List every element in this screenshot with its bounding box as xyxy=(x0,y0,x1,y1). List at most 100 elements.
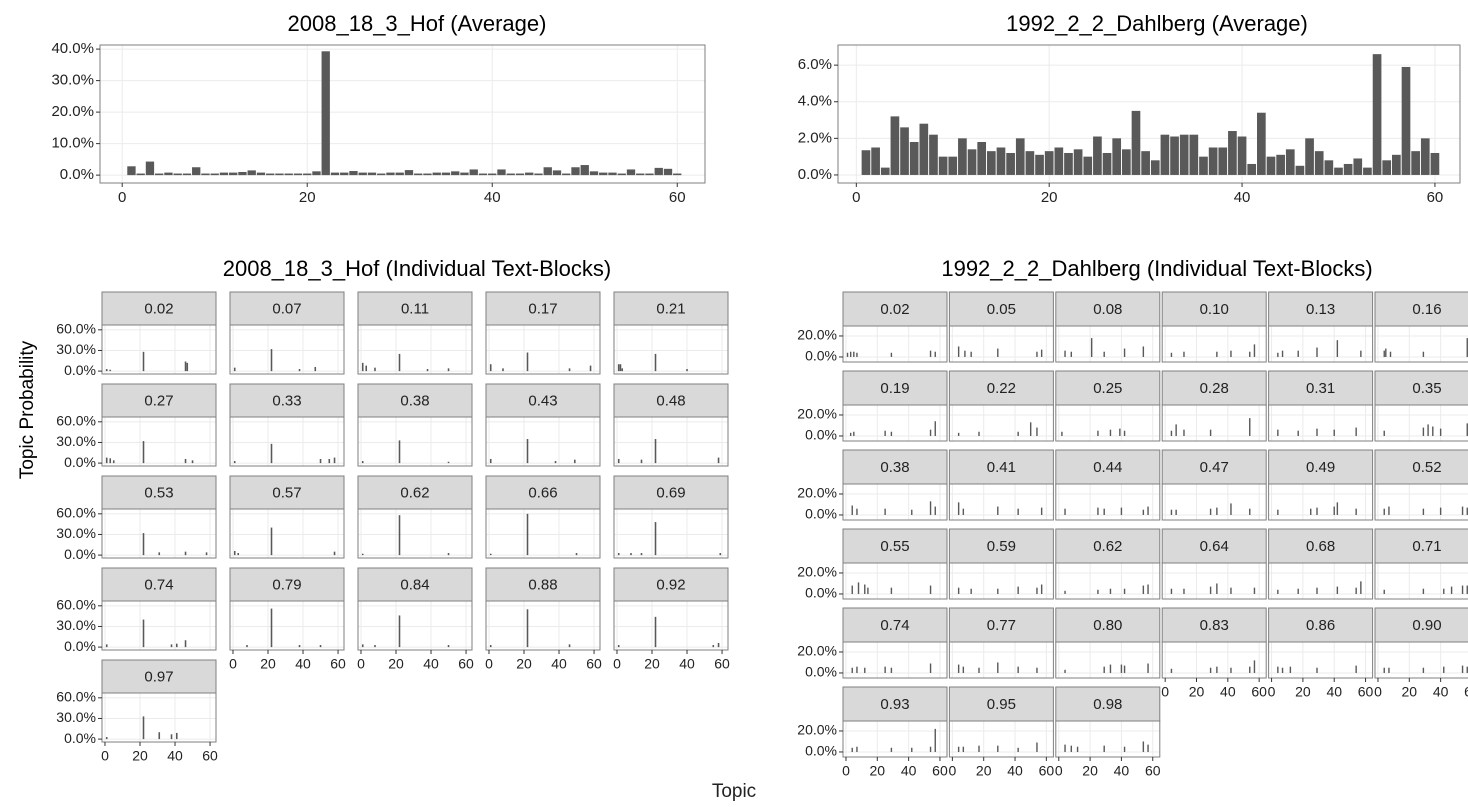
bar xyxy=(1083,156,1093,175)
plot-border xyxy=(1055,720,1161,758)
strip-label: 0.05 xyxy=(987,301,1016,318)
bar xyxy=(361,553,364,556)
bar xyxy=(1466,423,1468,436)
x-tick-label: 60 xyxy=(932,763,948,779)
bar xyxy=(1090,338,1093,357)
y-tick-label: 30.0% xyxy=(56,433,96,449)
strip xyxy=(842,686,948,722)
strip-label: 0.38 xyxy=(400,392,429,409)
bar xyxy=(1123,665,1126,673)
bar xyxy=(1123,348,1126,357)
strip-label: 0.44 xyxy=(1093,459,1122,476)
plot-background xyxy=(102,509,216,558)
y-tick-label: 4.0% xyxy=(798,93,832,110)
plot-background xyxy=(1162,405,1267,441)
x-tick-label: 40 xyxy=(679,656,695,672)
bar xyxy=(1316,428,1318,436)
bar xyxy=(1017,666,1019,673)
bar xyxy=(1388,506,1390,515)
bar xyxy=(1121,149,1131,175)
bar xyxy=(1029,422,1032,436)
bar xyxy=(962,666,965,673)
bar xyxy=(361,644,364,648)
y-tick-label: 30.0% xyxy=(56,341,96,357)
plot-border xyxy=(1055,562,1161,600)
bar xyxy=(1316,587,1318,594)
bar xyxy=(1064,152,1073,175)
bar xyxy=(1383,508,1385,515)
bar xyxy=(105,457,108,464)
x-tick-label: 20 xyxy=(1295,684,1311,700)
y-tick-label: 0.0% xyxy=(805,585,837,601)
strip-label: 0.97 xyxy=(144,668,173,685)
bar xyxy=(426,369,429,372)
plot-border xyxy=(842,562,948,600)
y-tick-label: 0.0% xyxy=(60,166,94,183)
bar xyxy=(1249,508,1251,515)
bar xyxy=(853,351,855,357)
y-tick-label: 0.0% xyxy=(64,362,96,378)
bar xyxy=(929,501,932,515)
bar xyxy=(270,527,273,556)
bar xyxy=(856,746,858,752)
strip xyxy=(101,475,217,510)
bar xyxy=(1253,587,1256,594)
bar xyxy=(626,169,636,176)
bar xyxy=(1411,151,1420,175)
strip xyxy=(842,291,948,327)
bar xyxy=(929,663,932,673)
bar xyxy=(867,587,869,594)
strip-label: 0.57 xyxy=(272,484,301,501)
bar xyxy=(1216,351,1218,357)
bar xyxy=(489,553,492,556)
strip-label: 0.79 xyxy=(272,576,301,593)
bar xyxy=(1209,429,1212,436)
bar xyxy=(488,173,497,176)
x-tick-label: 40 xyxy=(1234,189,1251,206)
bar xyxy=(856,666,858,673)
bar xyxy=(673,173,682,176)
bar xyxy=(374,367,376,372)
plot-border xyxy=(1055,325,1161,363)
bar xyxy=(219,172,229,176)
plot-border xyxy=(229,416,345,467)
plot-border xyxy=(948,562,1054,600)
strip-label: 0.16 xyxy=(1412,301,1441,318)
bar xyxy=(575,553,578,556)
strip xyxy=(229,383,345,418)
bar xyxy=(1355,587,1357,594)
y-tick-label: 20.0% xyxy=(797,406,837,422)
strip-label: 0.69 xyxy=(656,484,685,501)
bar xyxy=(957,664,960,673)
strip-label: 0.80 xyxy=(1093,617,1122,634)
strip xyxy=(842,528,948,564)
bar xyxy=(506,173,515,176)
bar xyxy=(911,747,913,752)
plot-border xyxy=(842,641,948,679)
bar xyxy=(851,585,853,594)
bar xyxy=(1461,506,1464,515)
strip xyxy=(101,567,217,602)
plot-border xyxy=(101,324,217,375)
bar xyxy=(1392,154,1401,175)
bar xyxy=(890,587,893,594)
bar xyxy=(1422,351,1425,357)
bar xyxy=(1360,581,1362,594)
bar xyxy=(1277,589,1279,594)
bar xyxy=(934,506,936,515)
bar xyxy=(1036,587,1038,594)
bar xyxy=(361,362,364,372)
y-tick-label: 0.0% xyxy=(805,506,837,522)
bar xyxy=(374,645,376,648)
bar xyxy=(414,173,423,176)
bar xyxy=(1382,160,1392,175)
bar xyxy=(1160,134,1170,175)
bar xyxy=(312,171,321,176)
bar xyxy=(978,431,980,436)
bar xyxy=(1355,508,1357,515)
bar xyxy=(856,352,858,357)
bar xyxy=(340,172,349,176)
strip xyxy=(1268,607,1374,643)
bar xyxy=(173,173,182,176)
